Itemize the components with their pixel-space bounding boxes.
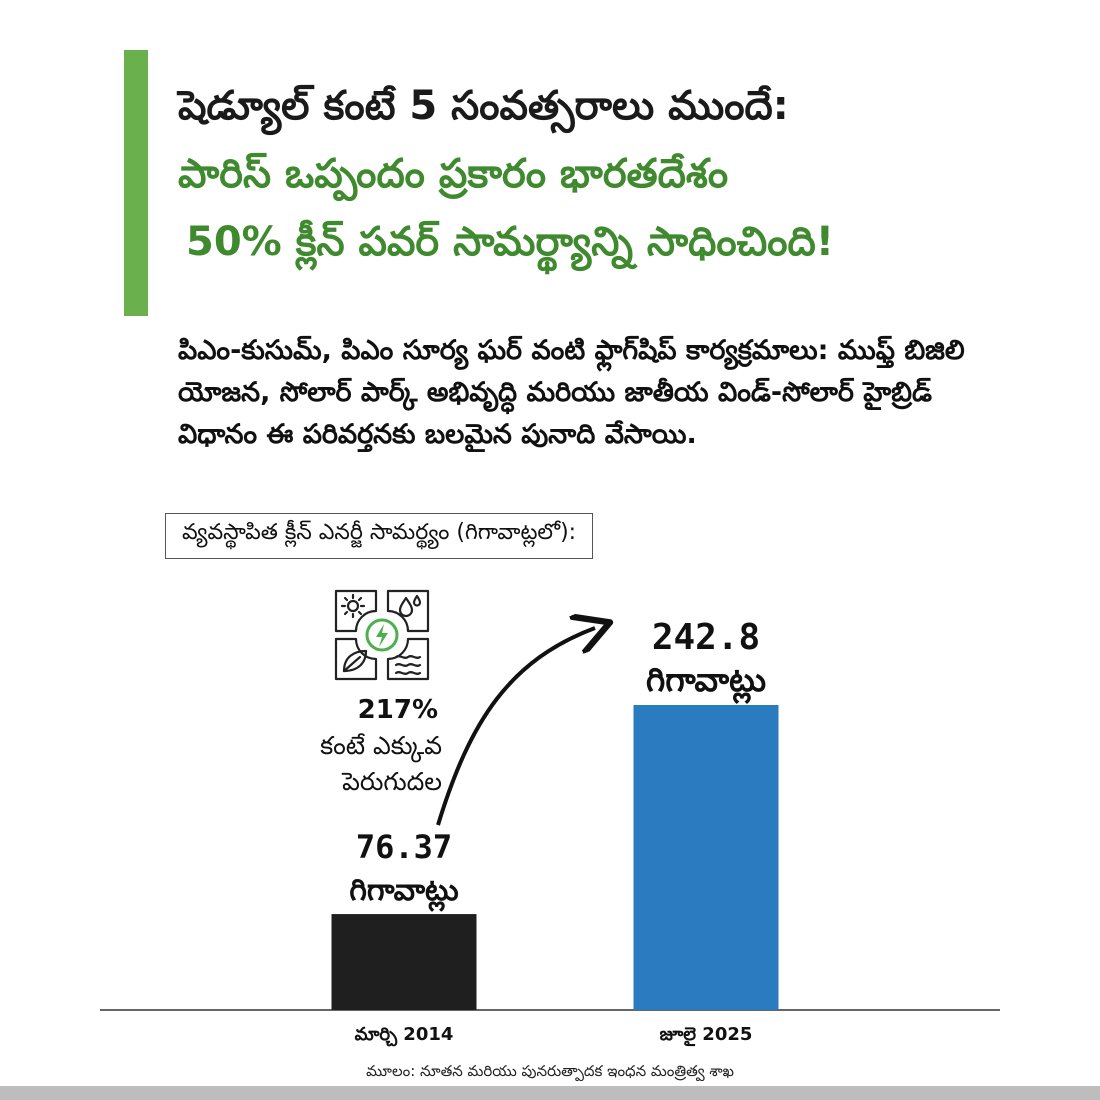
growth-text-2: పెరుగుదల xyxy=(342,767,442,796)
x-tick-label: జూలై 2025 xyxy=(660,1024,753,1047)
growth-annotation: 217% కంటే ఎక్కువ పెరుగుదల xyxy=(282,692,442,800)
bar-unit-label: గిగావాట్లు xyxy=(646,660,766,704)
growth-arrow xyxy=(436,628,595,826)
headline-line-1: షెడ్యూల్ కంటే 5 సంవత్సరాలు ముందే: xyxy=(178,83,789,129)
bar-2014 xyxy=(331,914,477,1010)
bottom-strip xyxy=(0,1086,1100,1100)
headline: షెడ్యూల్ కంటే 5 సంవత్సరాలు ముందే: పారిస్… xyxy=(178,72,1058,276)
x-tick-label: మార్చి 2014 xyxy=(355,1024,454,1047)
bar-2025 xyxy=(633,705,779,1010)
intro-paragraph: పిఎం-కుసుమ్, పిఎం సూర్య ఘర్ వంటి ఫ్లాగ్‌… xyxy=(178,335,965,450)
bar-unit-label: గిగావాట్లు xyxy=(349,873,458,912)
headline-line-2: పారిస్ ఒప్పందం ప్రకారం భారతదేశం xyxy=(178,151,729,197)
source-note: మూలం: నూతన మరియు పునరుత్పాదక ఇంధన మంత్రి… xyxy=(366,1062,734,1080)
bar-value-label: 242.8 xyxy=(652,617,760,658)
growth-text-1: కంటే ఎక్కువ xyxy=(320,731,442,760)
bar-value-label: 76.37 xyxy=(356,828,452,866)
headline-line-3: 50% క్లీన్ పవర్ సామర్థ్యాన్ని సాధించింది… xyxy=(186,219,835,265)
accent-bar xyxy=(124,50,148,316)
growth-percent: 217% xyxy=(357,695,438,725)
clean-energy-grid-icon xyxy=(332,587,432,683)
chart-caption: వ్యవస్థాపిత క్లీన్ ఎనర్జీ సామర్థ్యం (గిగ… xyxy=(165,513,594,559)
